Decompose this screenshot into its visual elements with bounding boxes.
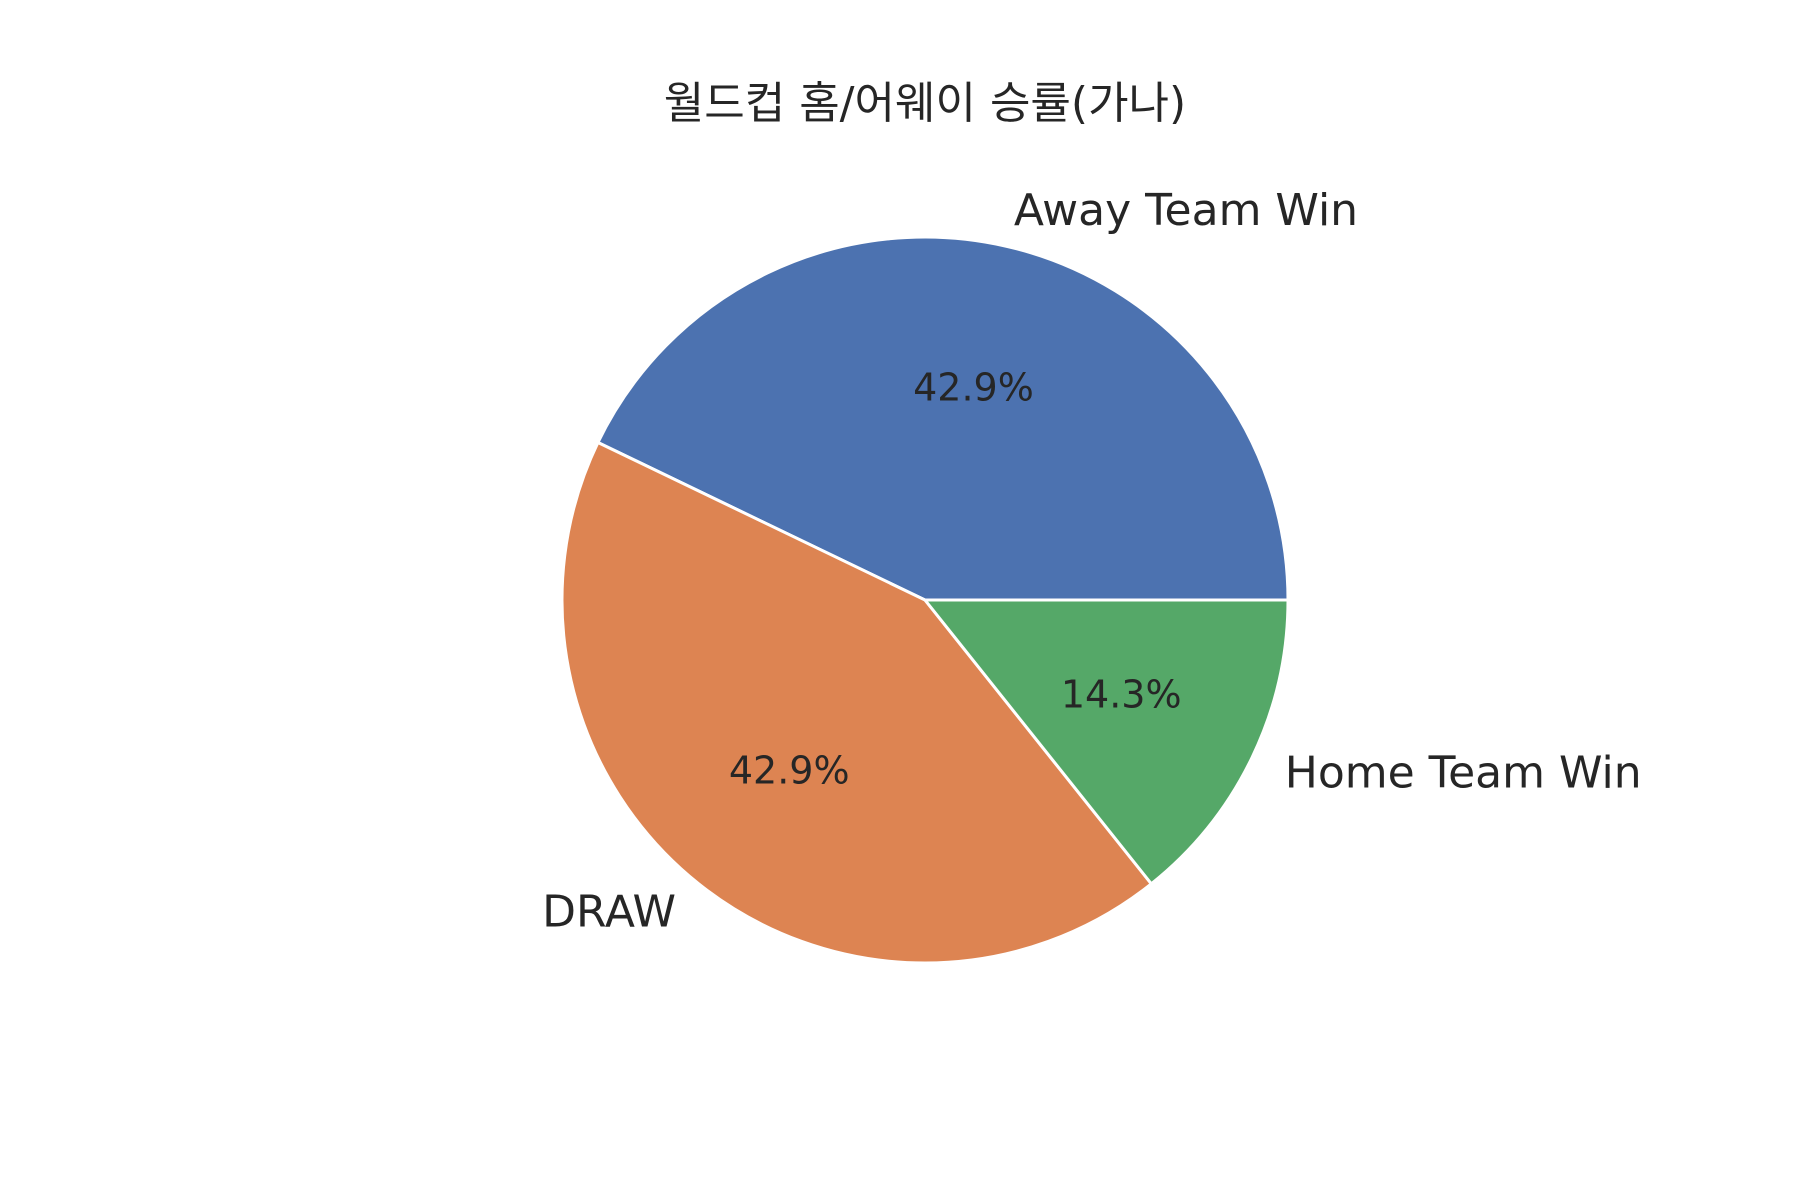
pie-slice-away-team-win	[596, 235, 1290, 602]
pie-labels: 42.9% Away Team Win 42.9% DRAW 14.3% Home Tea…	[542, 185, 1641, 937]
slice-percent-label: 42.9%	[729, 748, 850, 792]
chart-title: 월드컵 홈/어웨이 승률(가나)	[664, 78, 1186, 129]
slice-percent-label: 14.3%	[1061, 672, 1182, 716]
slice-category-label: DRAW	[542, 887, 676, 938]
pie-slice-home-team-win	[923, 598, 1290, 886]
slice-category-label: Home Team Win	[1285, 748, 1642, 799]
pie-slice-draw	[560, 441, 1153, 965]
pie-slices	[560, 235, 1290, 965]
slice-percent-label: 42.9%	[913, 366, 1034, 410]
slice-category-label: Away Team Win	[1014, 185, 1358, 236]
